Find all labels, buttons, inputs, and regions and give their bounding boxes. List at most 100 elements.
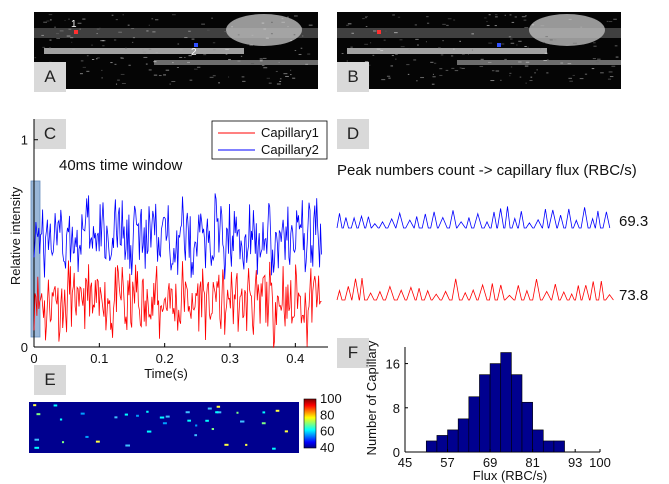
heatmap-spot (80, 412, 85, 415)
f-x-label: Flux (RBC/s) (473, 468, 547, 483)
peak-trace-blue (336, 206, 611, 229)
capillary2-marker (497, 43, 501, 47)
heatmap-spot (284, 430, 288, 433)
panel-label-c: C (34, 119, 66, 149)
heatmap-spot (240, 420, 245, 423)
histogram-bar (436, 435, 448, 453)
heatmap-spot (146, 430, 152, 433)
c-xtick-label: 0.4 (286, 351, 304, 366)
heatmap-spot (34, 438, 40, 441)
oct-marker-2: 2 (191, 47, 197, 58)
heatmap-area (29, 402, 299, 453)
c-xtick-label: 0 (30, 351, 37, 366)
heatmap-spot (61, 441, 65, 444)
heatmap-spot (195, 424, 198, 427)
c-annotation: 40ms time window (59, 157, 183, 174)
heatmap-spot (33, 404, 37, 407)
histogram-bar (479, 374, 491, 453)
heatmap-spot (165, 415, 170, 418)
histogram-bar (500, 352, 512, 453)
f-ytick-label: 0 (393, 445, 400, 460)
legend-label-capillary1: Capillary1 (261, 125, 319, 140)
f-xtick-label: 45 (398, 455, 412, 470)
oct-texture-a: 12 (34, 14, 318, 85)
histogram-bar (553, 440, 565, 453)
peak-trace-red (336, 278, 614, 301)
capillary1-marker (377, 30, 381, 34)
histogram-bar (489, 363, 502, 453)
d-value-red: 73.8 (619, 287, 648, 304)
series-line-capillary2 (33, 193, 322, 280)
series-line-capillary1 (33, 260, 322, 348)
heatmap-spot (185, 411, 190, 414)
panel-c-line-chart: 0 0.1 0.2 0.3 0.4 0 1 Time(s) Relative intens… (8, 119, 328, 381)
c-x-label: Time(s) (144, 366, 188, 381)
heatmap-spot (146, 410, 149, 413)
heatmap-spot (124, 413, 128, 416)
panel-d-peak-traces: Peak numbers count -> capillary flux (RB… (336, 162, 648, 304)
histogram-bar (532, 429, 544, 453)
f-xtick-label: 93 (568, 455, 582, 470)
c-legend-box (211, 120, 328, 160)
f-ytick-label: 16 (386, 357, 400, 372)
oct-marker-1: 1 (71, 19, 77, 30)
heatmap-spot (53, 404, 58, 407)
heatmap-spot (245, 443, 248, 446)
heatmap-spot (215, 411, 219, 414)
c-y-label: Relative intensity (8, 186, 23, 285)
heatmap-spot (36, 413, 41, 416)
colorbar-tick-label: 80 (320, 407, 334, 422)
histogram-bar (447, 429, 459, 453)
f-y-label: Number of Capillary (364, 340, 379, 455)
oct-texture-b (337, 14, 621, 85)
colorbar (303, 398, 317, 449)
heatmap-spot (261, 422, 266, 425)
f-xtick-label: 100 (589, 455, 611, 470)
heatmap-spot (205, 419, 209, 422)
f-xtick-label: 69 (483, 455, 497, 470)
heatmap-spot (216, 411, 222, 414)
capillary1-marker (74, 30, 78, 34)
panel-label-f: F (337, 338, 369, 368)
histogram-bar (521, 401, 533, 453)
d-title: Peak numbers count -> capillary flux (RB… (337, 162, 637, 179)
legend-label-capillary2: Capillary2 (261, 142, 319, 157)
heatmap-spot (211, 428, 215, 431)
histogram-bar (511, 374, 523, 453)
histogram-bar (542, 440, 555, 453)
c-legend: Capillary1 Capillary2 (211, 120, 328, 160)
heatmap-spot (262, 411, 266, 414)
panel-label-a: A (34, 62, 66, 92)
histogram-bar (425, 440, 438, 453)
f-xtick-label: 57 (440, 455, 454, 470)
heatmap-spot (224, 443, 229, 446)
heatmap-spot (59, 418, 63, 421)
f-ytick-label: 8 (393, 401, 400, 416)
d-value-blue: 69.3 (619, 213, 648, 230)
heatmap-spot (187, 419, 191, 422)
c-ytick-label: 0 (21, 340, 28, 355)
heatmap-spot (207, 407, 212, 410)
histogram-bar (468, 396, 480, 453)
heatmap-spot (194, 434, 198, 437)
heatmap-spot (275, 409, 280, 412)
c-ytick-label: 1 (21, 133, 28, 148)
heatmap-spot (236, 411, 239, 414)
colorbar-tick-label: 100 (320, 391, 342, 406)
c-xtick-label: 0.1 (90, 351, 108, 366)
c-xtick-label: 0.2 (156, 351, 174, 366)
capillary2-marker (194, 43, 198, 47)
heatmap-spot (136, 414, 139, 417)
panel-label-d: D (337, 119, 369, 149)
time-window-rect (30, 180, 41, 338)
heatmap-spot (85, 435, 89, 438)
panel-label-e: E (34, 365, 66, 395)
colorbar-tick-label: 40 (320, 440, 334, 455)
colorbar-tick-label: 60 (320, 424, 334, 439)
c-xtick-label: 0.3 (221, 351, 239, 366)
heatmap-spot (34, 446, 40, 449)
f-xtick-label: 81 (525, 455, 539, 470)
